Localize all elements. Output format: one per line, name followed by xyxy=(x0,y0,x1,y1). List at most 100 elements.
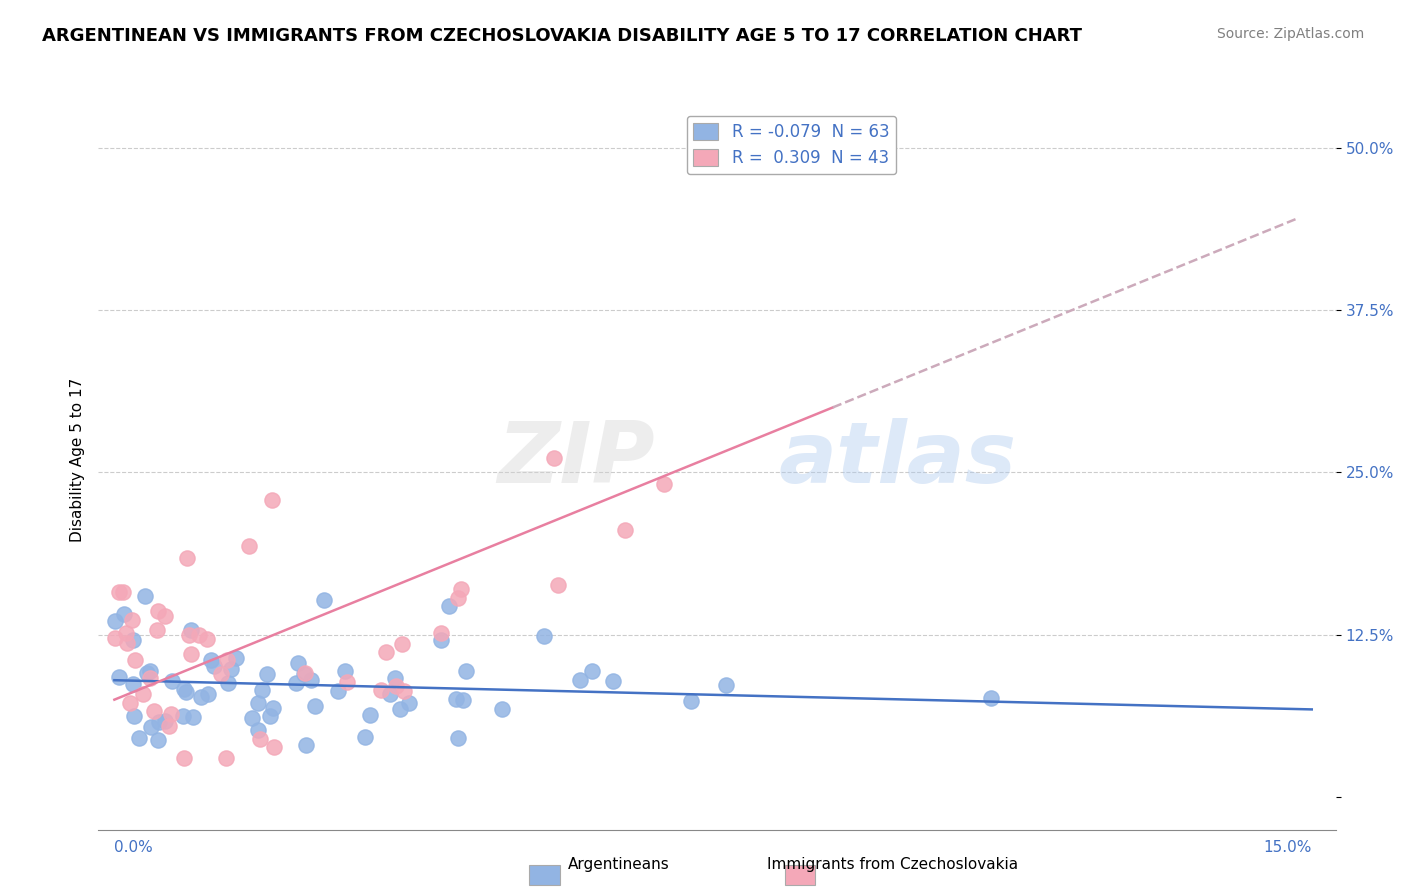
Point xyxy=(250,682,273,697)
Point xyxy=(391,637,413,651)
Point xyxy=(215,751,238,765)
Point xyxy=(172,709,194,723)
Point xyxy=(453,692,475,706)
Point xyxy=(176,551,198,566)
Point xyxy=(430,626,453,640)
Point xyxy=(240,711,263,725)
Point xyxy=(148,714,170,729)
Point xyxy=(437,599,460,614)
Point xyxy=(219,662,242,676)
Point xyxy=(157,719,180,733)
Point xyxy=(200,653,222,667)
Point xyxy=(173,681,195,696)
Text: atlas: atlas xyxy=(779,417,1017,501)
Point xyxy=(136,666,159,681)
Point xyxy=(180,623,202,637)
Text: Immigrants from Czechoslovakia: Immigrants from Czechoslovakia xyxy=(768,857,1018,872)
Point xyxy=(336,674,359,689)
Point xyxy=(202,659,225,673)
Point xyxy=(602,674,624,689)
Point xyxy=(197,687,219,701)
Point xyxy=(980,690,1002,705)
Point xyxy=(246,723,269,737)
Point xyxy=(533,630,555,644)
Point xyxy=(122,677,145,691)
Point xyxy=(139,665,162,679)
Text: ZIP: ZIP xyxy=(498,417,655,501)
Point xyxy=(370,683,392,698)
Point xyxy=(447,591,470,605)
Point xyxy=(107,670,129,684)
Point xyxy=(456,664,478,678)
Point xyxy=(148,732,170,747)
Point xyxy=(614,523,637,537)
Point xyxy=(145,623,167,637)
Point xyxy=(124,653,146,667)
Point xyxy=(652,476,675,491)
Text: Source: ZipAtlas.com: Source: ZipAtlas.com xyxy=(1216,27,1364,41)
Text: Argentineans: Argentineans xyxy=(568,857,669,872)
Point xyxy=(375,645,398,659)
Point xyxy=(225,651,247,665)
Point xyxy=(160,673,183,688)
Point xyxy=(160,706,183,721)
Point xyxy=(181,710,204,724)
Text: 0.0%: 0.0% xyxy=(114,840,153,855)
Point xyxy=(262,701,284,715)
Point xyxy=(115,625,138,640)
Point xyxy=(217,676,239,690)
Point xyxy=(139,671,162,685)
Point xyxy=(121,632,143,647)
Point xyxy=(398,697,420,711)
Point xyxy=(299,673,322,688)
Point xyxy=(146,603,169,617)
Point xyxy=(173,751,195,765)
Point xyxy=(115,636,138,650)
Text: ARGENTINEAN VS IMMIGRANTS FROM CZECHOSLOVAKIA DISABILITY AGE 5 TO 17 CORRELATION: ARGENTINEAN VS IMMIGRANTS FROM CZECHOSLO… xyxy=(42,27,1083,45)
Point xyxy=(247,697,270,711)
Point xyxy=(132,687,155,701)
Point xyxy=(568,673,591,687)
Point xyxy=(392,683,415,698)
Point xyxy=(249,732,271,747)
Point xyxy=(547,578,569,592)
Point xyxy=(215,653,238,667)
Point xyxy=(120,696,142,710)
Point xyxy=(180,647,202,661)
Point xyxy=(112,607,135,621)
Point xyxy=(353,730,375,744)
Point xyxy=(134,589,156,603)
Point xyxy=(111,585,134,599)
Point xyxy=(292,666,315,681)
Point xyxy=(122,709,145,723)
Point xyxy=(121,614,143,628)
Point xyxy=(287,656,309,670)
Point xyxy=(263,740,285,755)
Y-axis label: Disability Age 5 to 17: Disability Age 5 to 17 xyxy=(69,377,84,541)
Point xyxy=(314,593,336,607)
Point xyxy=(195,632,218,647)
Point xyxy=(294,665,316,680)
Point xyxy=(188,628,211,642)
Point xyxy=(378,687,401,701)
Text: 15.0%: 15.0% xyxy=(1264,840,1312,855)
Point xyxy=(388,702,411,716)
Point xyxy=(284,675,307,690)
Point xyxy=(359,708,381,723)
Point xyxy=(716,677,738,691)
Point xyxy=(142,705,165,719)
Point xyxy=(104,632,127,646)
Point xyxy=(450,582,472,596)
Point xyxy=(444,691,467,706)
Point xyxy=(209,666,232,681)
Point xyxy=(581,664,603,678)
Point xyxy=(447,731,470,745)
Point xyxy=(190,690,212,704)
Point xyxy=(304,699,326,714)
Point xyxy=(385,679,408,693)
Point xyxy=(491,702,513,716)
Point xyxy=(153,714,176,729)
Point xyxy=(174,685,197,699)
Point xyxy=(238,539,260,553)
Point xyxy=(679,693,702,707)
